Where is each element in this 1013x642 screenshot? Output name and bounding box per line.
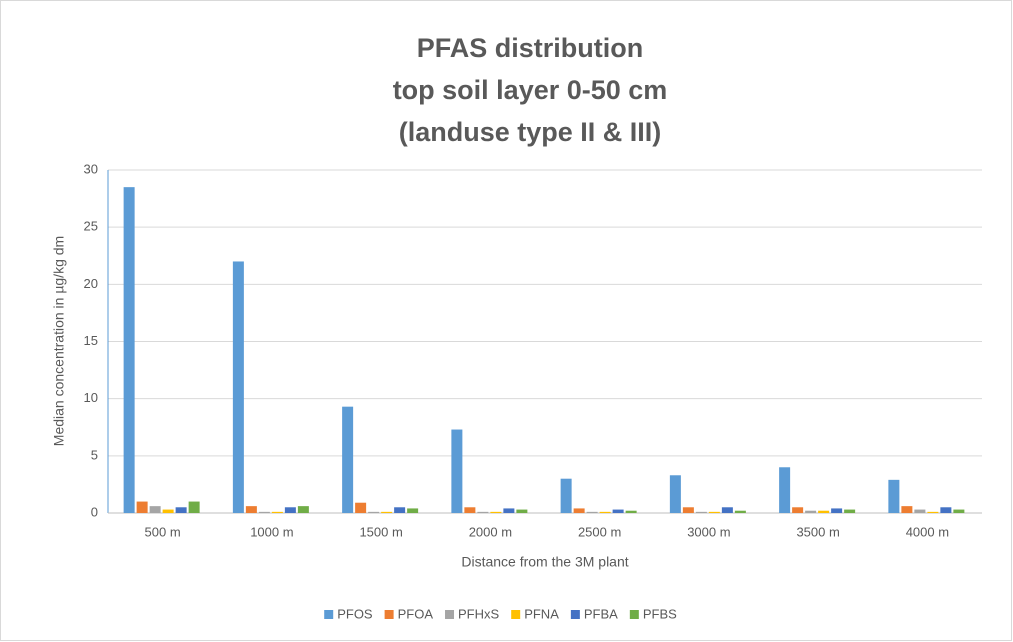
bar [271,511,283,513]
x-tick-label: 2500 m [578,524,621,539]
bar [516,509,528,513]
x-axis-label: Distance from the 3M plant [461,554,628,570]
legend-label: PFOA [398,606,434,621]
bar [355,502,367,513]
x-tick-label: 3500 m [796,524,839,539]
bar [792,507,804,513]
bar [721,507,733,513]
y-tick-label: 15 [84,333,98,348]
bar [464,507,476,513]
y-tick-label: 5 [91,447,98,462]
legend-label: PFHxS [458,606,500,621]
chart-title: (landuse type II & III) [399,117,662,147]
x-tick-label: 500 m [145,524,181,539]
bar [940,507,952,513]
bar [734,510,746,513]
legend-swatch [324,610,334,619]
chart-title: PFAS distribution [417,33,644,63]
bar [927,511,939,513]
bar [284,507,296,513]
legend-swatch [445,610,455,619]
bar [669,475,681,513]
bar [888,479,900,513]
bar [175,507,187,513]
x-tick-label: 2000 m [469,524,512,539]
bar [625,510,637,513]
y-tick-label: 0 [91,504,98,519]
bar [451,429,463,513]
x-tick-label: 3000 m [687,524,730,539]
bar [708,511,720,513]
bar [682,507,694,513]
bar [503,508,515,513]
bar [245,506,257,513]
bar [914,509,926,513]
bar [586,511,598,513]
bar [901,506,913,513]
bar [381,511,393,513]
legend-swatch [629,610,639,619]
bar [695,511,707,513]
y-tick-label: 25 [84,219,98,234]
y-tick-label: 30 [84,161,98,176]
bar [123,187,135,513]
bar [368,511,380,513]
legend-swatch [384,610,394,619]
bar [149,506,161,513]
bar [342,406,354,513]
bar [490,511,502,513]
x-tick-label: 4000 m [906,524,949,539]
y-tick-label: 20 [84,276,98,291]
bar [779,467,791,513]
bar [232,261,244,513]
x-tick-label: 1500 m [359,524,402,539]
bar [612,509,624,513]
bar [831,508,843,513]
bar [844,509,856,513]
legend-label: PFBS [643,606,677,621]
bar [805,510,817,513]
bar [407,508,419,513]
legend-swatch [511,610,521,619]
bar [573,508,585,513]
bar [297,506,309,513]
chart-title: top soil layer 0-50 cm [393,75,668,105]
y-tick-label: 10 [84,390,98,405]
legend-label: PFOS [337,606,373,621]
bar [258,511,270,513]
legend-label: PFNA [524,606,559,621]
bar [188,501,200,513]
legend-label: PFBA [584,606,618,621]
bar [599,511,611,513]
x-tick-label: 1000 m [250,524,293,539]
bar [953,509,965,513]
bar [818,510,830,513]
y-axis-label: Median concentration in µg/kg dm [51,236,67,446]
bar [136,501,148,513]
legend-swatch [570,610,580,619]
bar [477,511,489,513]
bar [162,509,174,513]
bar [394,507,406,513]
bar [560,478,572,513]
